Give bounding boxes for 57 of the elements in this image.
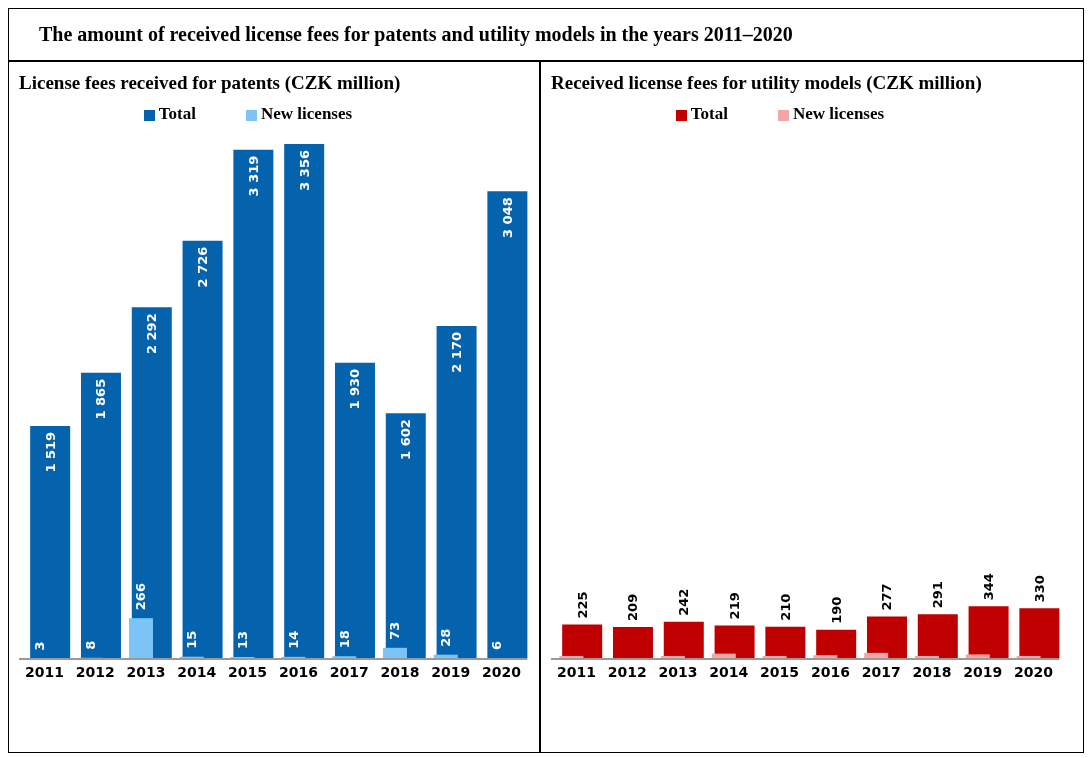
data-label: 13 xyxy=(235,630,251,650)
data-label: 8 xyxy=(82,640,98,650)
x-tick-label: 2016 xyxy=(810,663,850,680)
data-label: 190 xyxy=(828,596,844,624)
data-label: 3 xyxy=(31,641,47,651)
legend-label: New licenses xyxy=(261,104,353,123)
data-label: 28 xyxy=(438,628,454,647)
x-tick-label: 2016 xyxy=(278,663,318,680)
data-label: 1 602 xyxy=(398,419,414,460)
data-label: 209 xyxy=(625,593,641,621)
data-label: 210 xyxy=(777,593,793,621)
x-tick-label: 2012 xyxy=(607,663,647,680)
x-tick-label: 2017 xyxy=(329,663,369,680)
x-tick-label: 2015 xyxy=(760,663,800,680)
x-tick-label: 2013 xyxy=(126,663,166,680)
chart-title: Received license fees for utility models (CZK million) xyxy=(550,71,983,94)
data-label: 2 170 xyxy=(449,332,465,373)
data-label: 6 xyxy=(489,641,505,651)
x-tick-label: 2011 xyxy=(24,663,64,680)
data-label: 3 319 xyxy=(245,155,261,197)
data-label: 277 xyxy=(879,583,895,611)
data-label: 1 930 xyxy=(347,368,363,410)
x-tick-label: 2013 xyxy=(658,663,698,680)
data-label: 1 519 xyxy=(42,431,58,473)
data-label: 1 865 xyxy=(93,378,109,420)
x-tick-label: 2018 xyxy=(380,663,420,680)
data-label: 3 356 xyxy=(296,150,312,191)
chart-title: The amount of received license fees for patents and utility models in the years 2011–2020 xyxy=(9,9,1083,62)
x-tick-label: 2020 xyxy=(1014,663,1054,680)
data-label: 73 xyxy=(387,621,403,640)
x-tick-label: 2014 xyxy=(709,663,749,680)
data-label: 2 726 xyxy=(195,246,211,288)
data-label: 242 xyxy=(676,588,692,616)
legend-label: Total xyxy=(158,104,197,123)
data-label: 266 xyxy=(133,583,149,611)
x-tick-label: 2019 xyxy=(963,663,1003,680)
x-tick-label: 2018 xyxy=(912,663,952,680)
data-label: 3 048 xyxy=(499,197,515,238)
data-label: 225 xyxy=(574,591,590,619)
data-label: 2 292 xyxy=(144,313,160,354)
x-tick-label: 2015 xyxy=(228,663,268,680)
legend-label: Total xyxy=(690,104,729,123)
x-tick-label: 2014 xyxy=(177,663,217,680)
data-label: 219 xyxy=(727,592,743,620)
data-label: 15 xyxy=(184,630,200,649)
x-tick-label: 2020 xyxy=(482,663,522,680)
data-label: 291 xyxy=(930,581,946,609)
x-tick-label: 2017 xyxy=(861,663,901,680)
data-label: 14 xyxy=(285,630,301,649)
data-label: 344 xyxy=(981,573,997,601)
x-tick-label: 2011 xyxy=(556,663,596,680)
x-tick-label: 2019 xyxy=(431,663,471,680)
chart-subtitle: License fees received for patents (CZK million) xyxy=(18,71,402,94)
data-label: 330 xyxy=(1031,575,1047,603)
data-label: 18 xyxy=(336,630,352,649)
x-tick-label: 2012 xyxy=(75,663,115,680)
legend-label: New licenses xyxy=(793,104,885,123)
